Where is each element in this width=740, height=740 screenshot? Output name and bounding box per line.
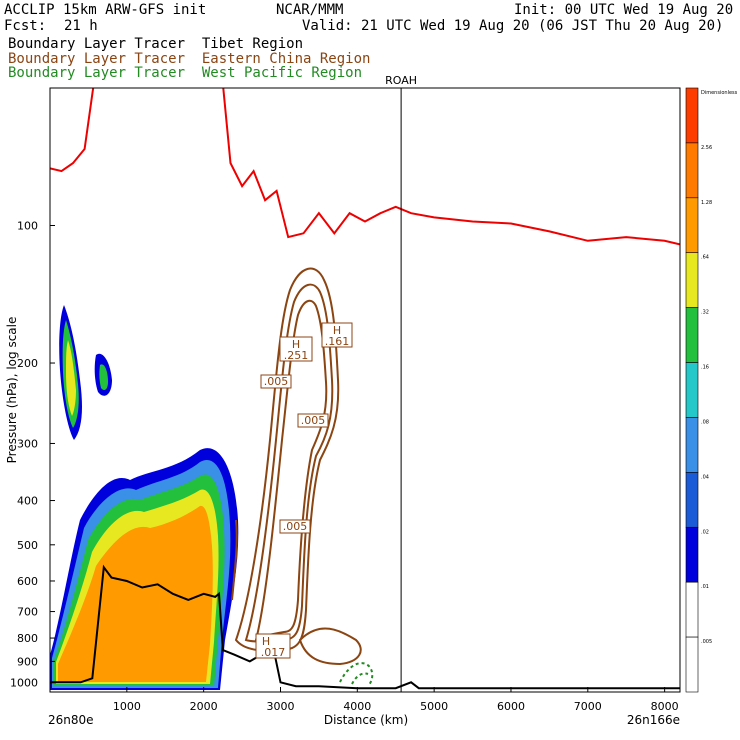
colorbar-swatch [685, 307, 699, 363]
org-label: NCAR/MMM [276, 2, 344, 18]
y-tick-label: 600 [17, 575, 38, 588]
y-tick-label: 700 [17, 606, 38, 619]
y-tick-label: 300 [17, 437, 38, 450]
terrain-line [50, 564, 680, 690]
colorbar-label: .01 [701, 584, 709, 590]
contour-labels: .005 .005 .005 H .251 H .161 H .017 [255, 322, 353, 659]
fcst-value: 21 h [64, 18, 98, 34]
legend-west-pacific: Boundary Layer Tracer West Pacific Regio… [8, 65, 363, 81]
west-pacific-contours [339, 662, 374, 687]
y-tick-label: 800 [17, 632, 38, 645]
colorbar-label: 1.28 [701, 200, 712, 206]
axis-layer: 1000 2000 3000 4000 5000 6000 7000 8000 100 200 30… [10, 220, 679, 713]
contour-label: .005 [283, 520, 308, 533]
tracer-shading [50, 305, 239, 690]
y-tick-label: 100 [17, 220, 38, 233]
y-tick-label: 500 [17, 539, 38, 552]
colorbar: Dimensionless 2.56 1.28 .64 .32 .16 .08 .04 .02.… [685, 87, 738, 693]
colorbar-label: Dimensionless [701, 90, 738, 96]
colorbar-swatch [685, 526, 699, 583]
high-marker: H [292, 338, 300, 351]
x-end-point: 26n166e [627, 713, 680, 727]
x-tick-label: 6000 [497, 700, 525, 713]
colorbar-swatch [685, 581, 699, 638]
eastern-china-contours [231, 267, 362, 666]
high-marker: H [333, 324, 341, 337]
colorbar-label: .04 [701, 474, 709, 480]
colorbar-swatch [685, 472, 699, 528]
contour-label: .005 [264, 375, 289, 388]
contour-label: .017 [261, 646, 286, 659]
x-tick-label: 5000 [420, 700, 448, 713]
roah-marker-label: ROAH [385, 74, 417, 87]
x-tick-label: 8000 [651, 700, 679, 713]
colorbar-swatch [685, 142, 699, 199]
colorbar-swatch [685, 87, 699, 144]
colorbar-swatch [685, 197, 699, 254]
colorbar-label: .64 [701, 255, 709, 261]
colorbar-swatch [685, 636, 699, 693]
colorbar-label: .32 [701, 310, 709, 316]
colorbar-swatch [685, 252, 699, 308]
y-axis-title: Pressure (hPa), log scale [5, 317, 19, 464]
y-tick-label: 200 [17, 357, 38, 370]
colorbar-label: .02 [701, 529, 709, 535]
x-tick-label: 1000 [113, 700, 141, 713]
contour-label: .005 [301, 414, 326, 427]
x-tick-label: 3000 [266, 700, 294, 713]
y-tick-label: 900 [17, 655, 38, 668]
colorbar-swatch [685, 417, 699, 473]
x-tick-label: 7000 [574, 700, 602, 713]
plot-frame [49, 87, 681, 693]
fcst-label: Fcst: [4, 18, 47, 34]
series-layer [50, 88, 680, 690]
x-start-point: 26n80e [48, 713, 94, 727]
x-axis-title: Distance (km) [324, 713, 408, 727]
init-time: Init: 00 UTC Wed 19 Aug 20 [514, 2, 734, 18]
legend-tibet: Boundary Layer Tracer Tibet Region [8, 36, 304, 52]
high-marker: H [262, 635, 270, 648]
model-title: ACCLIP 15km ARW-GFS init [4, 2, 207, 18]
y-tick-label: 400 [17, 495, 38, 508]
contour-label: .251 [284, 349, 309, 362]
colorbar-swatch [685, 362, 699, 418]
valid-time: Valid: 21 UTC Wed 19 Aug 20 (06 JST Thu … [302, 18, 724, 34]
legend-eastern-china: Boundary Layer Tracer Eastern China Regi… [8, 51, 371, 67]
x-tick-label: 2000 [190, 700, 218, 713]
contour-label: .161 [325, 335, 350, 348]
x-tick-label: 4000 [343, 700, 371, 713]
tropopause-line [50, 88, 680, 246]
colorbar-label: .005 [701, 639, 712, 645]
y-tick-label: 1000 [10, 676, 38, 689]
colorbar-label: .08 [701, 419, 709, 425]
colorbar-label: 2.56 [701, 145, 712, 151]
colorbar-label: .16 [701, 365, 709, 371]
